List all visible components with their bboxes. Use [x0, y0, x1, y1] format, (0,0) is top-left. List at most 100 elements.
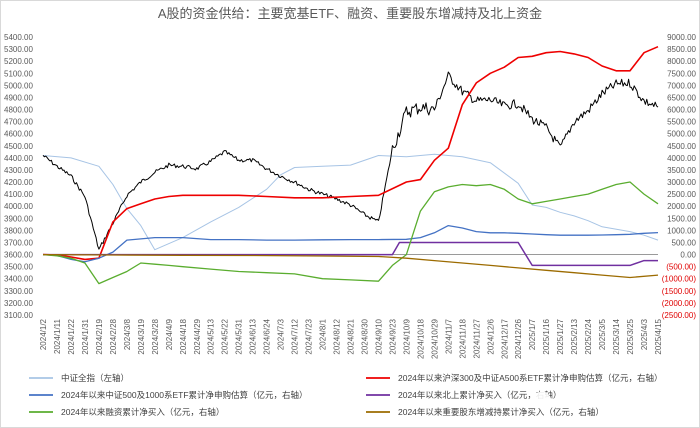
chart-title: A股的资金供给：主要宽基ETF、融资、重要股东增减持及北上资金	[158, 6, 542, 21]
legend-label: 2024年以来重要股东增减持累计净买入（亿元，右轴）	[398, 407, 604, 417]
x-tick-label: 2025/1/7	[528, 318, 537, 350]
y-right-tick-label: 5500.00	[667, 118, 696, 127]
x-tick-label: 2025/3/25	[626, 318, 635, 354]
y-left-tick-label: 3800.00	[4, 226, 33, 235]
x-tick-label: 2025/4/3	[640, 318, 649, 350]
y-right-tick-label: 1500.00	[667, 214, 696, 223]
x-tick-label: 2024/9/23	[388, 318, 397, 354]
x-tick-label: 2024/3/8	[123, 318, 132, 350]
y-right-tick-label: 9000.00	[667, 33, 696, 42]
x-tick-label: 2024/1/31	[81, 318, 90, 354]
x-tick-label: 2025/2/13	[570, 318, 579, 354]
x-tick-label: 2024/5/31	[235, 318, 244, 354]
x-tick-label: 2024/2/28	[109, 318, 118, 354]
y-left-tick-label: 4900.00	[4, 93, 33, 102]
y-right-tick-label: (2500.00)	[662, 311, 697, 320]
y-right-tick-label: 6500.00	[667, 93, 696, 102]
series-line	[43, 241, 658, 267]
y-right-tick-label: (500.00)	[666, 263, 696, 272]
x-tick-label: 2025/3/5	[598, 318, 607, 350]
y-right-tick-label: (1500.00)	[662, 287, 697, 296]
series-line	[42, 253, 659, 279]
x-tick-label: 2024/4/18	[179, 318, 188, 354]
series-line	[42, 153, 659, 251]
y-left-tick-label: 4800.00	[4, 106, 33, 115]
y-right-tick-label: 2000.00	[667, 202, 696, 211]
legend-label: 2024年以来中证500及1000系ETF累计净申购估算（亿元，右轴）	[61, 390, 308, 400]
x-tick-label: 2025/1/27	[556, 318, 565, 354]
y-left-tick-label: 5200.00	[4, 57, 33, 66]
x-tick-label: 2025/4/15	[654, 318, 663, 354]
x-tick-label: 2024/10/29	[430, 318, 439, 359]
series-line	[42, 45, 659, 261]
x-tick-label: 2024/4/9	[165, 318, 174, 350]
y-left-tick-label: 3300.00	[4, 287, 33, 296]
x-tick-label: 2024/10/18	[416, 318, 425, 359]
y-right-tick-label: 5000.00	[667, 130, 696, 139]
series-line	[42, 181, 659, 285]
y-left-tick-label: 4700.00	[4, 118, 33, 127]
y-left-tick-label: 3100.00	[4, 311, 33, 320]
y-left-tick-label: 4500.00	[4, 142, 33, 151]
x-tick-label: 2024/11/27	[472, 318, 481, 358]
y-left-tick-label: 5100.00	[4, 69, 33, 78]
x-tick-label: 2024/12/26	[514, 318, 523, 359]
x-tick-label: 2024/3/28	[151, 318, 160, 354]
legend-label: 中证全指（左轴）	[61, 373, 129, 383]
x-tick-label: 2024/12/6	[486, 318, 495, 354]
y-right-tick-label: 500.00	[672, 238, 697, 247]
y-left-tick-label: 5400.00	[4, 33, 33, 42]
y-right-tick-label: 8500.00	[667, 45, 696, 54]
x-tick-label: 2024/1/11	[53, 318, 62, 354]
y-right-tick-label: 7000.00	[667, 81, 696, 90]
series-line	[42, 224, 659, 263]
x-tick-label: 2024/12/17	[500, 318, 509, 359]
y-left-tick-label: 4300.00	[4, 166, 33, 175]
legend-label: 2024年以来北上累计净买入（亿元，右轴）	[398, 390, 561, 400]
y-left-tick-label: 5300.00	[4, 45, 33, 54]
x-tick-label: 2025/2/24	[584, 318, 593, 354]
x-tick-label: 2024/1/22	[67, 318, 76, 354]
axes: 5400.00 5300.00 5200.00 5100.00 5000.00 4900.…	[4, 33, 697, 359]
x-tick-label: 2024/9/10	[374, 318, 383, 354]
x-tick-label: 2024/8/21	[347, 318, 356, 354]
x-tick-label: 2024/11/18	[458, 318, 467, 358]
x-tick-label: 2024/2/19	[95, 318, 104, 354]
x-tick-label: 2024/5/22	[221, 318, 230, 354]
y-left-tick-label: 4000.00	[4, 202, 33, 211]
y-left-tick-label: 5000.00	[4, 81, 33, 90]
x-tick-label: 2024/5/13	[207, 318, 216, 354]
y-left-tick-label: 4100.00	[4, 190, 33, 199]
y-right-tick-label: 4000.00	[667, 154, 696, 163]
x-tick-label: 2024/3/19	[137, 318, 146, 354]
y-right-tick-label: 3000.00	[667, 178, 696, 187]
y-right-tick-label: 6000.00	[667, 106, 696, 115]
x-tick-label: 2024/7/3	[277, 318, 286, 350]
y-right-tick-label: (1000.00)	[662, 275, 697, 284]
x-tick-label: 2024/6/13	[249, 318, 258, 354]
x-tick-label: 2024/8/30	[360, 318, 369, 354]
legend: 中证全指（左轴） 2024年以来沪深300及中证A500系ETF累计净申购估算（亿…	[29, 373, 663, 417]
x-tick-label: 2024/11/7	[444, 318, 453, 354]
y-left-tick-label: 3200.00	[4, 299, 33, 308]
y-right-tick-label: 4500.00	[667, 142, 696, 151]
x-tick-label: 2024/8/12	[333, 318, 342, 354]
y-left-tick-label: 3500.00	[4, 263, 33, 272]
x-tick-label: 2024/4/29	[193, 318, 202, 354]
x-tick-label: 2024/10/9	[402, 318, 411, 354]
y-right-tick-label: (2000.00)	[662, 299, 697, 308]
legend-label: 2024年以来融资累计净买入（亿元，右轴）	[61, 407, 224, 417]
y-right-tick-label: 7500.00	[667, 69, 696, 78]
watermark: 公众号 · 泓湖投资	[534, 391, 650, 407]
watermark-text: 公众号 · 泓湖投资	[555, 391, 650, 406]
y-left-tick-label: 3600.00	[4, 251, 33, 260]
plot-area	[42, 45, 659, 285]
x-tick-label: 2025/1/16	[542, 318, 551, 354]
legend-label: 2024年以来沪深300及中证A500系ETF累计净申购估算（亿元，右轴）	[398, 373, 663, 383]
y-right-tick-label: 8000.00	[667, 57, 696, 66]
y-left-tick-label: 3400.00	[4, 275, 33, 284]
x-tick-label: 2024/7/23	[305, 318, 314, 354]
y-right-tick-label: 0.00	[680, 251, 696, 260]
